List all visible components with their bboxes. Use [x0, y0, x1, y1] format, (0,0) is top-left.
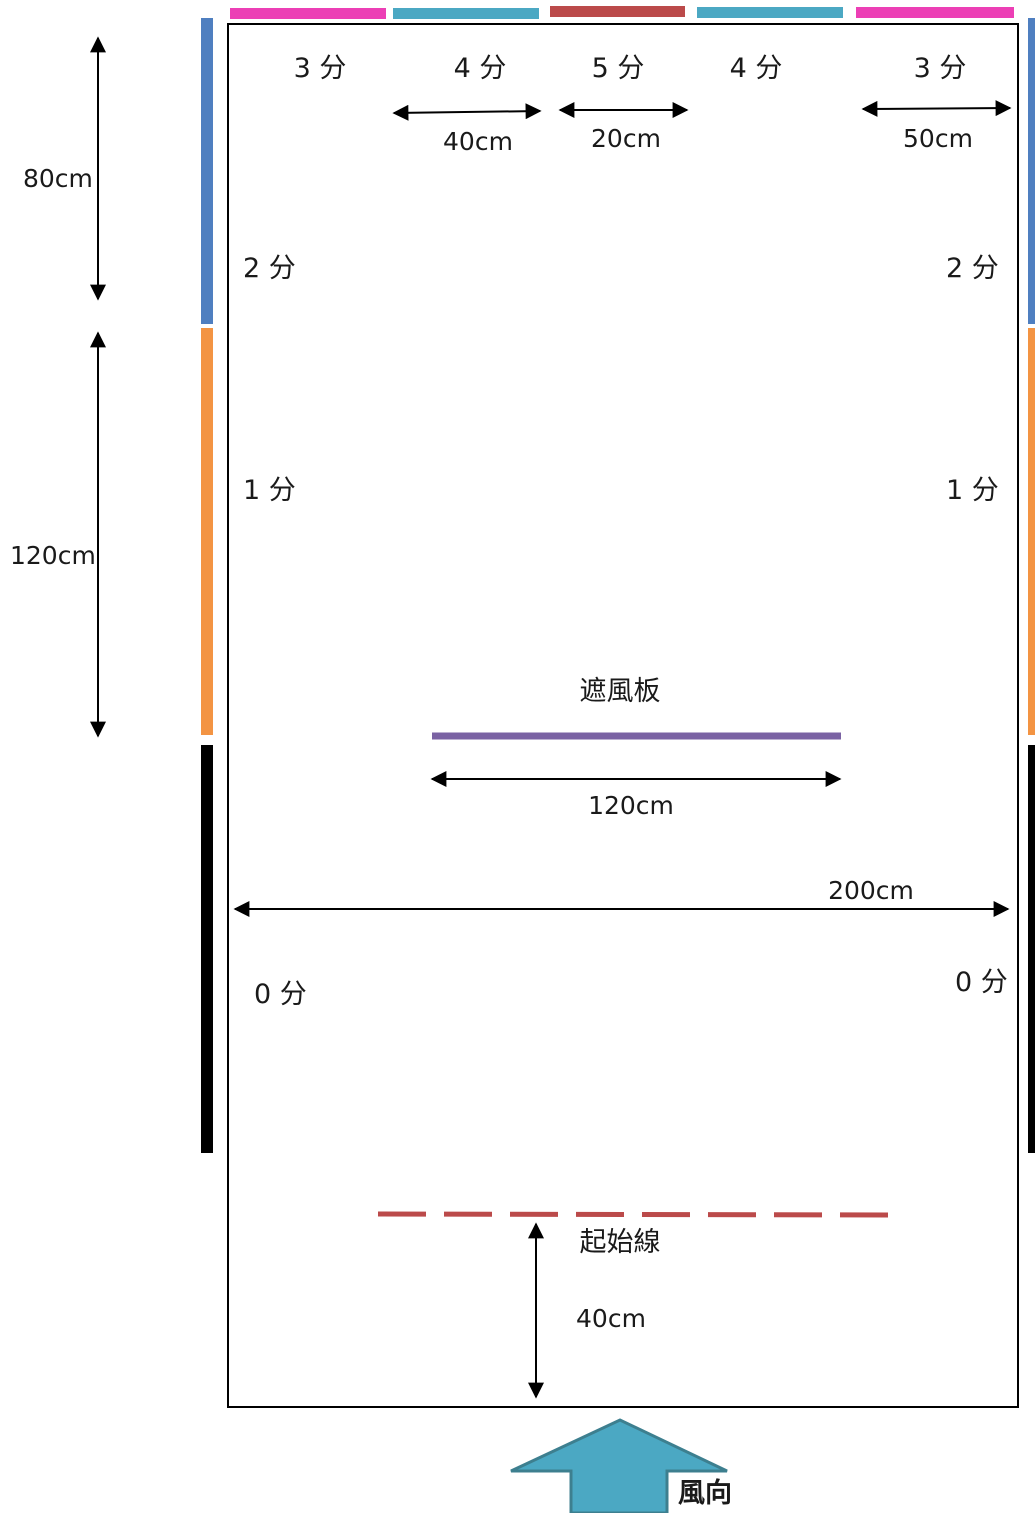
- left-bar-1: [201, 328, 213, 735]
- dimension-label-40cm: 40cm: [443, 127, 513, 156]
- score-label-1-left: 1 分: [243, 475, 296, 506]
- dimension-arrow-40cm: [392, 103, 542, 121]
- score-label-top-4-left: 4 分: [454, 53, 507, 84]
- dimension-label-20cm: 20cm: [591, 124, 661, 153]
- score-label-0-left: 0 分: [254, 979, 307, 1010]
- dimension-label-windshield: 120cm: [588, 791, 674, 820]
- start-line: [377, 1211, 889, 1218]
- score-label-2-right: 2 分: [946, 253, 999, 284]
- top-bar-4-right: [697, 7, 843, 18]
- wind-direction-label: 風向: [678, 1477, 732, 1509]
- dimension-arrow-50cm: [861, 100, 1012, 117]
- dimension-label-start-distance: 40cm: [576, 1304, 646, 1333]
- start-line-label: 起始線: [580, 1227, 661, 1258]
- score-label-top-3-right: 3 分: [914, 53, 967, 84]
- score-label-top-4-right: 4 分: [730, 53, 783, 84]
- wind-direction-arrow: [510, 1418, 728, 1513]
- right-bar-2: [1028, 18, 1035, 324]
- field-border: [227, 23, 1019, 1408]
- top-bar-4-left: [393, 8, 539, 19]
- top-bar-3-right: [856, 7, 1014, 18]
- score-label-2-left: 2 分: [243, 253, 296, 284]
- right-bar-1: [1028, 328, 1035, 735]
- score-label-0-right: 0 分: [955, 967, 1008, 998]
- left-bar-0: [201, 745, 213, 1153]
- score-label-1-right: 1 分: [946, 475, 999, 506]
- windshield-label: 遮風板: [580, 676, 661, 707]
- left-bar-2: [201, 18, 213, 324]
- dimension-label-field-width: 200cm: [828, 876, 914, 905]
- right-bar-0: [1028, 745, 1035, 1153]
- score-label-top-3-left: 3 分: [294, 53, 347, 84]
- score-label-top-5: 5 分: [592, 53, 645, 84]
- top-bar-5-center: [550, 6, 685, 17]
- dimension-label-80cm: 80cm: [23, 164, 93, 193]
- top-bar-3-left: [230, 8, 386, 19]
- dimension-label-120cm-side: 120cm: [10, 541, 96, 570]
- dimension-label-50cm: 50cm: [903, 124, 973, 153]
